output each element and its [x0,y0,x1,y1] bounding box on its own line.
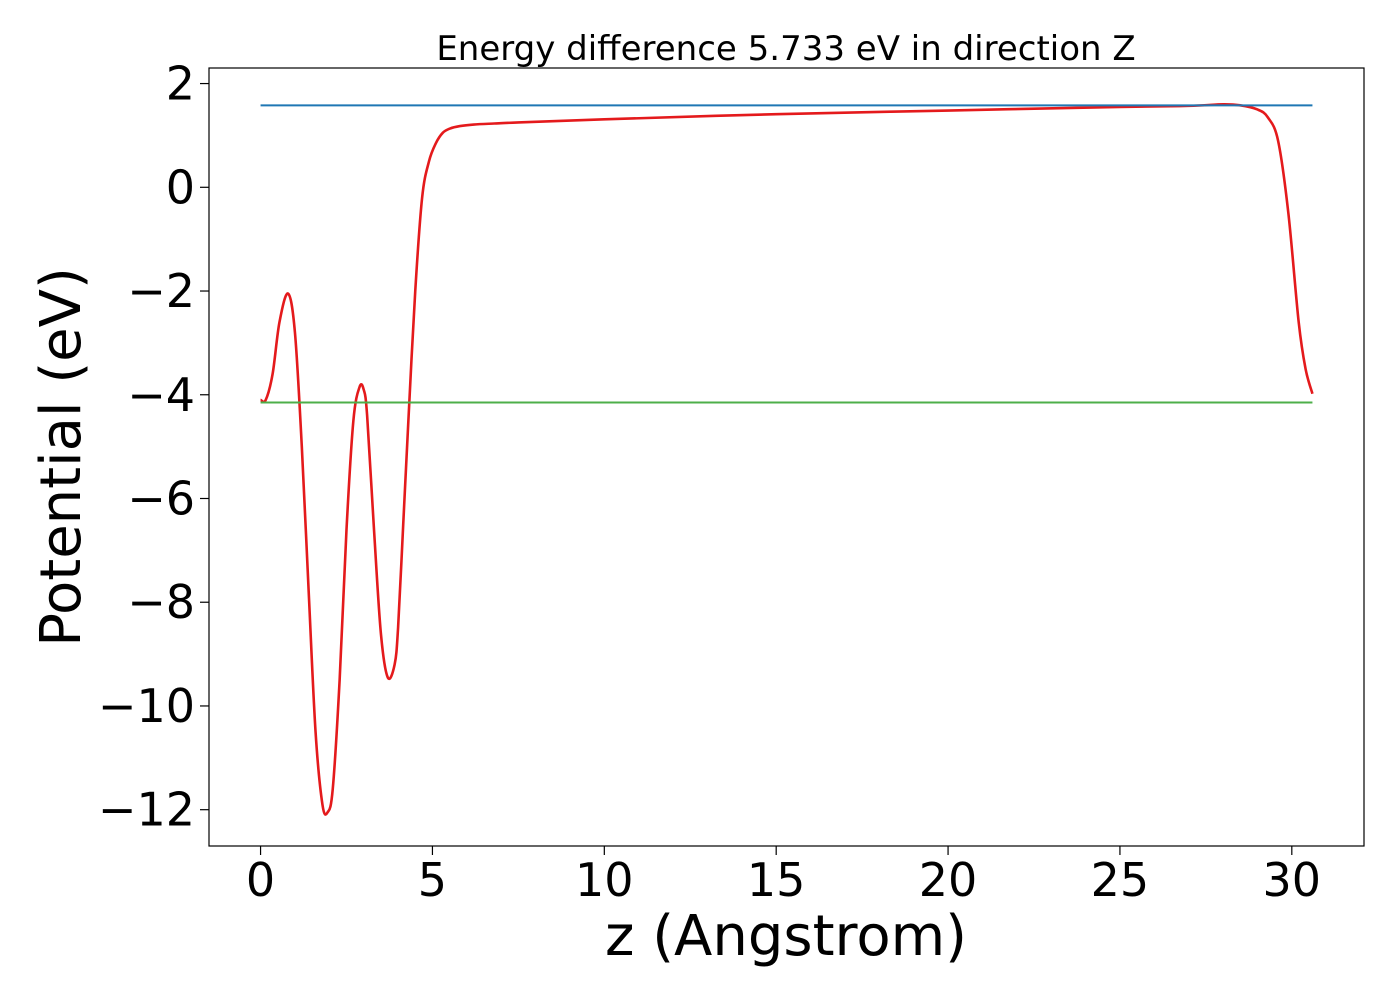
y-tick-label: −10 [98,679,195,733]
y-tick-label: −2 [127,264,195,318]
x-axis-ticks: 0 5 10 15 20 25 30 [246,846,1321,907]
y-tick-label: −12 [98,783,195,837]
series-line-1 [260,102,1314,816]
y-tick-label: −8 [127,575,195,629]
y-tick-label: 0 [166,160,195,214]
chart-title: Energy difference 5.733 eV in direction … [436,29,1135,69]
x-tick-label: 20 [919,853,978,907]
x-axis-label: z (Angstrom) [605,904,967,969]
y-tick-label: 2 [166,57,195,111]
y-tick-label: −4 [127,368,195,422]
x-tick-label: 30 [1263,853,1322,907]
x-tick-label: 15 [747,853,806,907]
x-tick-label: 5 [418,853,447,907]
plot-area-frame [208,67,1365,847]
series-layer [260,102,1314,816]
y-axis-ticks: 2 0 −2 −4 −6 −8 −10 −12 [98,57,209,837]
x-tick-label: 25 [1091,853,1150,907]
y-axis-label: Potential (eV) [29,267,94,647]
y-tick-label: −6 [127,471,195,525]
x-tick-label: 0 [246,853,275,907]
x-tick-label: 10 [575,853,634,907]
